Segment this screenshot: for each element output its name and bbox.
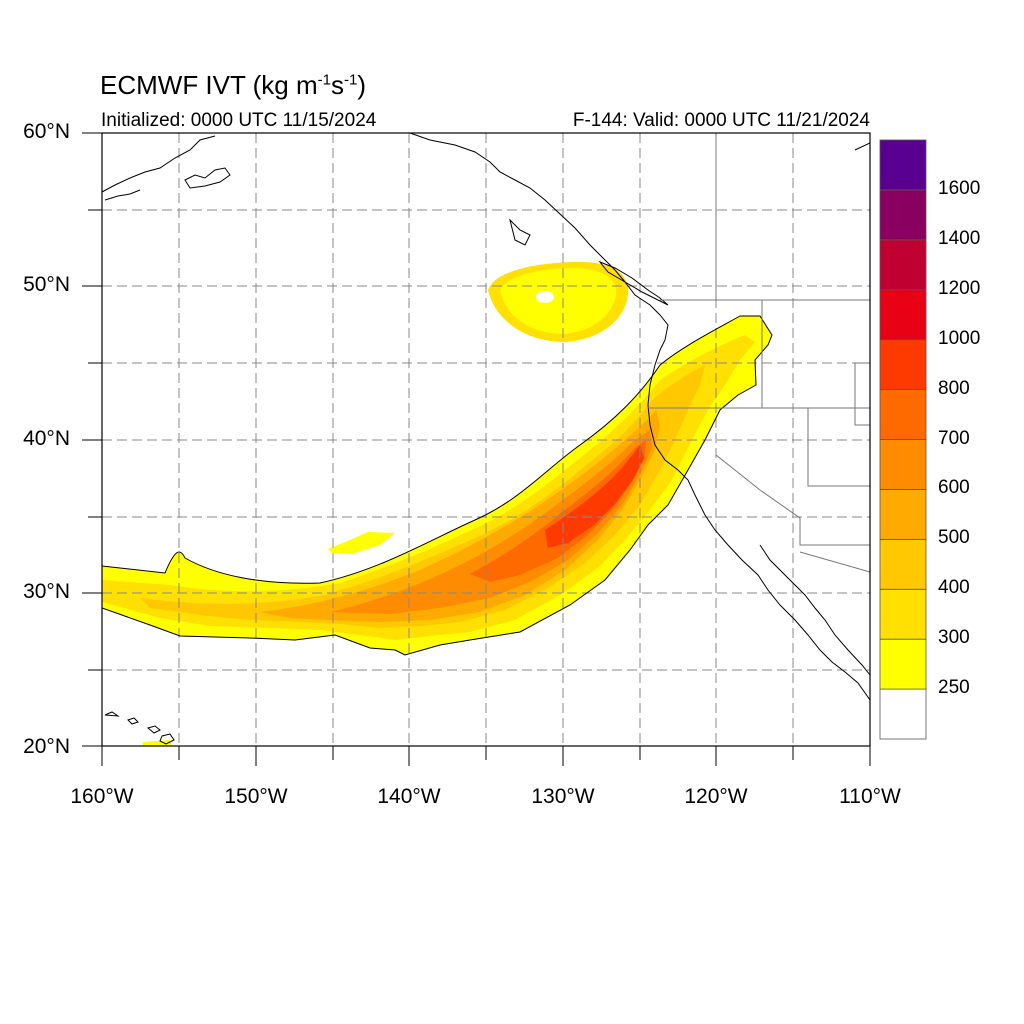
grid-lines	[102, 133, 870, 746]
lat-label-50: 50°N	[23, 273, 70, 296]
colorbar-label: 250	[938, 677, 970, 699]
colorbar-label: 700	[938, 427, 970, 449]
ivt-contour-800	[545, 445, 644, 548]
colorbar-label: 1000	[938, 327, 981, 349]
colorbar-swatch	[879, 239, 927, 291]
colorbar-label: 300	[938, 627, 970, 649]
colorbar-label: 500	[938, 527, 970, 549]
colorbar-swatch	[879, 489, 927, 540]
colorbar-swatch	[879, 139, 927, 191]
colorbar-swatch	[879, 339, 927, 390]
lon-label-110w: 110°W	[839, 785, 901, 808]
ivt-blob-hole	[536, 291, 554, 303]
colorbar-swatch	[879, 389, 927, 440]
colorbar-swatch	[879, 189, 927, 241]
colorbar-swatch	[879, 439, 927, 490]
ivt-patch-small	[328, 532, 395, 553]
colorbar-label: 400	[938, 577, 970, 599]
colorbar-label: 600	[938, 477, 970, 499]
lat-label-30: 30°N	[23, 580, 70, 603]
lon-label-160w: 160°W	[70, 785, 134, 808]
colorbar-label: 1400	[938, 227, 981, 249]
colorbar-swatch	[879, 588, 927, 640]
colorbar-label: 1600	[938, 177, 981, 199]
lat-label-20: 20°N	[23, 735, 70, 758]
lat-label-60: 60°N	[23, 120, 70, 143]
lat-label-40: 40°N	[23, 427, 70, 450]
lon-label-150w: 150°W	[224, 785, 288, 808]
coastlines	[102, 133, 870, 745]
initialized-label: Initialized: 0000 UTC 11/15/2024	[101, 110, 377, 131]
colorbar-swatch	[879, 638, 927, 690]
colorbar-swatch	[879, 289, 927, 341]
lon-label-120w: 120°W	[684, 785, 748, 808]
valid-time-label: F-144: Valid: 0000 UTC 11/21/2024	[572, 110, 870, 131]
ivt-outline	[102, 315, 773, 656]
ivt-blob-inner	[500, 268, 617, 334]
lon-label-130w: 130°W	[531, 785, 595, 808]
ivt-field	[102, 262, 772, 746]
borders	[648, 133, 870, 573]
ivt-contour-250	[102, 316, 772, 655]
ivt-contour-700	[470, 440, 646, 582]
plot-title: ECMWF IVT (kg m-1s-1)	[100, 70, 366, 100]
tick-marks	[82, 132, 871, 766]
ivt-contour-300	[102, 335, 755, 640]
colorbar	[879, 139, 927, 740]
colorbar-swatch	[879, 538, 927, 590]
ivt-contour-500	[260, 410, 660, 622]
colorbar-swatch	[879, 688, 927, 740]
colorbar-label: 800	[938, 377, 970, 399]
colorbar-label: 1200	[938, 277, 981, 299]
lon-label-140w: 140°W	[377, 785, 441, 808]
ivt-patch-hawaii	[143, 740, 172, 746]
